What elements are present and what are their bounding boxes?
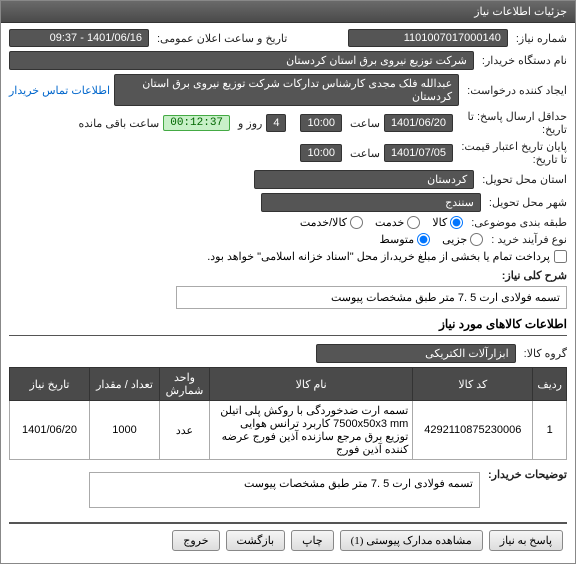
cell-code: 4292110875230006 xyxy=(413,401,533,460)
form-body: شماره نیاز: 1101007017000140 تاریخ و ساع… xyxy=(1,23,575,563)
th-unit: واحد شمارش xyxy=(160,368,210,401)
lbl-remaining: ساعت باقی مانده xyxy=(74,117,159,130)
lbl-need-no: شماره نیاز: xyxy=(512,32,567,45)
buyer-notes-box: تسمه فولادی ارت 5 .7 متر طبق مشخصات پیوس… xyxy=(89,472,480,508)
subject-cat-label-1: خدمت xyxy=(375,216,404,229)
fld-city: سنندج xyxy=(261,193,481,212)
lbl-days-and: روز و xyxy=(234,117,262,130)
short-desc-box: تسمه فولادی ارت 5 .7 متر طبق مشخصات پیوس… xyxy=(176,286,567,309)
fld-validity-date: 1401/07/05 xyxy=(384,144,453,162)
lbl-short-desc: شرح کلی نیاز: xyxy=(498,269,567,282)
subject-cat-radio-2[interactable] xyxy=(350,216,363,229)
proc-type-opt-1[interactable]: متوسط xyxy=(380,233,431,246)
th-date: تاریخ نیاز xyxy=(10,368,90,401)
lbl-subject-cat: طبقه بندی موضوعی: xyxy=(467,216,567,229)
fld-deadline-date: 1401/06/20 xyxy=(384,114,453,132)
fld-remaining-days: 4 xyxy=(266,114,286,132)
th-code: کد کالا xyxy=(413,368,533,401)
titlebar: جزئیات اطلاعات نیاز xyxy=(1,1,575,23)
fld-need-no: 1101007017000140 xyxy=(348,29,508,47)
th-name: نام کالا xyxy=(210,368,413,401)
fld-requester: عبدالله فلک مجدی کارشناس تدارکات شرکت تو… xyxy=(114,74,459,106)
lbl-validity: پایان تاریخ اعتبار قیمت: تا تاریخ: xyxy=(457,140,567,166)
fld-buyer-org: شرکت توزیع نیروی برق استان کردستان xyxy=(9,51,474,70)
subject-cat-radio-0[interactable] xyxy=(450,216,463,229)
lbl-time1: ساعت xyxy=(346,117,380,130)
fld-goods-group: ابزارآلات الکتریکی xyxy=(316,344,516,363)
lbl-province: استان محل تحویل: xyxy=(478,173,567,186)
fld-pub-dt: 1401/06/16 - 09:37 xyxy=(9,29,149,47)
th-row: ردیف xyxy=(533,368,567,401)
btn-back[interactable]: بازگشت xyxy=(226,530,286,551)
subject-cat-label-2: کالا/خدمت xyxy=(300,216,347,229)
link-contact[interactable]: اطلاعات تماس خریدار xyxy=(9,84,110,97)
cell-name: تسمه ارت ضدخوردگی با روکش پلی اتیلن 7500… xyxy=(210,401,413,460)
table-row[interactable]: 14292110875230006تسمه ارت ضدخوردگی با رو… xyxy=(10,401,567,460)
separator xyxy=(9,335,567,336)
footer-buttons: پاسخ به نیاز مشاهده مدارک پیوستی (1) چاپ… xyxy=(9,522,567,553)
proc-type-opt-0[interactable]: جزیی xyxy=(442,233,483,246)
th-qty: تعداد / مقدار xyxy=(90,368,160,401)
subject-cat-opt-1[interactable]: خدمت xyxy=(375,216,420,229)
subject-cat-label-0: کالا xyxy=(432,216,447,229)
subject-cat-opt-2[interactable]: کالا/خدمت xyxy=(300,216,363,229)
subject-cat-radios: کالا خدمت کالا/خدمت xyxy=(300,216,463,229)
subject-cat-radio-1[interactable] xyxy=(407,216,420,229)
lbl-pub-dt: تاریخ و ساعت اعلان عمومی: xyxy=(153,32,287,45)
window-title: جزئیات اطلاعات نیاز xyxy=(474,6,567,18)
proc-type-radio-1[interactable] xyxy=(417,233,430,246)
proc-type-radio-0[interactable] xyxy=(470,233,483,246)
cell-date: 1401/06/20 xyxy=(10,401,90,460)
lbl-requester: ایجاد کننده درخواست: xyxy=(463,84,567,97)
fld-deadline-time: 10:00 xyxy=(300,114,342,132)
section-items-head: اطلاعات کالاهای مورد نیاز xyxy=(9,317,567,331)
cell-qty: 1000 xyxy=(90,401,160,460)
btn-print[interactable]: چاپ xyxy=(291,530,334,551)
lbl-goods-group: گروه کالا: xyxy=(520,347,567,360)
lbl-proc-type: نوع فرآیند خرید : xyxy=(487,233,567,246)
lbl-time2: ساعت xyxy=(346,147,380,160)
fld-remaining-timer: 00:12:37 xyxy=(163,115,230,131)
lbl-pay-note: پرداخت تمام یا بخشی از مبلغ خرید،از محل … xyxy=(207,250,550,263)
lbl-buyer-notes: توضیحات خریدار: xyxy=(484,468,567,481)
pay-chk[interactable] xyxy=(554,250,567,263)
proc-type-label-1: متوسط xyxy=(380,233,415,246)
btn-exit[interactable]: خروج xyxy=(172,530,219,551)
subject-cat-opt-0[interactable]: کالا xyxy=(432,216,463,229)
fld-validity-time: 10:00 xyxy=(300,144,342,162)
cell-idx: 1 xyxy=(533,401,567,460)
cell-unit: عدد xyxy=(160,401,210,460)
proc-type-label-0: جزیی xyxy=(442,233,467,246)
details-window: جزئیات اطلاعات نیاز شماره نیاز: 11010070… xyxy=(0,0,576,564)
lbl-deadline: حداقل ارسال پاسخ: تا تاریخ: xyxy=(457,110,567,136)
btn-reply[interactable]: پاسخ به نیاز xyxy=(489,530,563,551)
lbl-buyer-org: نام دستگاه خریدار: xyxy=(478,54,567,67)
fld-province: کردستان xyxy=(254,170,474,189)
btn-attach[interactable]: مشاهده مدارک پیوستی (1) xyxy=(340,530,483,551)
items-table: ردیف کد کالا نام کالا واحد شمارش تعداد /… xyxy=(9,367,567,460)
proc-type-radios: جزیی متوسط xyxy=(380,233,484,246)
lbl-city: شهر محل تحویل: xyxy=(485,196,567,209)
